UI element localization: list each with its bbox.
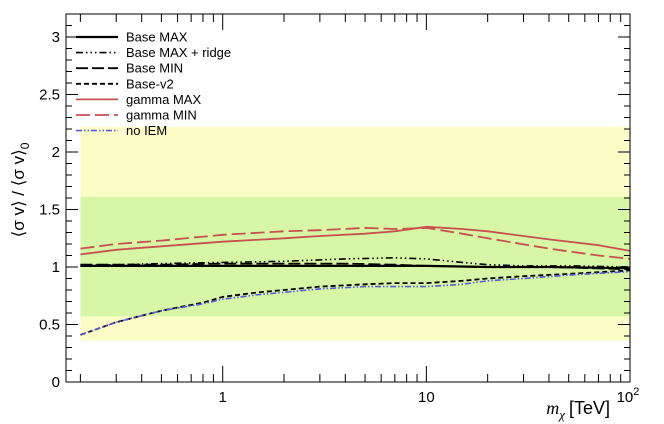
y-axis-title-subscript: 0 (18, 142, 32, 149)
series-line-no-iem (80, 270, 631, 336)
legend-label-no-iem: no IEM (126, 123, 167, 138)
y-tick-label: 2 (52, 144, 60, 161)
y-axis-title: ⟨σ v⟩ / ⟨σ v⟩0 (9, 142, 32, 237)
legend-label-base-max-ridge: Base MAX + ridge (126, 45, 231, 60)
x-tick-label-exponent: 2 (633, 386, 639, 398)
y-tick-label: 2.5 (39, 87, 60, 104)
x-tick-label: 10 (418, 389, 435, 406)
series-line-gamma-max (80, 225, 631, 256)
x-tick-label: 1 (219, 389, 227, 406)
series-line-base-min (80, 262, 631, 271)
y-tick-label: 1 (52, 259, 60, 276)
band-1-sigma (80, 196, 630, 317)
x-axis-title-unit: [TeV] (569, 398, 610, 418)
axes-layer: 00.511.522.531 10 102 (39, 13, 639, 406)
y-tick-label: 1.5 (39, 202, 60, 219)
series-line-base-max-ridge (80, 257, 631, 268)
legend-label-gamma-max: gamma MAX (126, 92, 201, 107)
x-axis-title-subscript: χ (557, 407, 565, 422)
series-layer (80, 225, 631, 336)
legend-label-gamma-min: gamma MIN (126, 108, 197, 123)
legend-label-base-min: Base MIN (126, 61, 183, 76)
legend-label-base-max: Base MAX (126, 30, 188, 45)
y-tick-label: 3 (52, 29, 60, 46)
legend-label-base-v2: Base-v2 (126, 76, 174, 91)
series-line-gamma-min (80, 227, 631, 260)
y-tick-label: 0.5 (39, 317, 60, 334)
y-tick-label: 0 (52, 374, 60, 391)
